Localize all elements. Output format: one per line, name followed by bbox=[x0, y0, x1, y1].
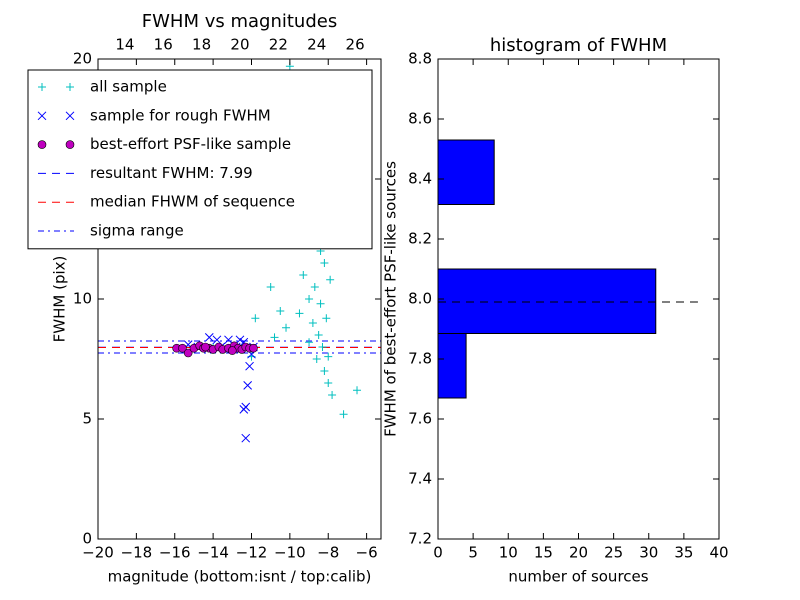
y-tick-label: 7.8 bbox=[408, 350, 432, 368]
y-tick-label: 20 bbox=[73, 50, 92, 68]
point bbox=[312, 355, 321, 363]
point bbox=[224, 335, 233, 345]
point bbox=[318, 343, 327, 351]
legend-label: sample for rough FWHM bbox=[90, 106, 271, 124]
point bbox=[322, 314, 331, 323]
point bbox=[324, 379, 333, 387]
bar bbox=[437, 139, 495, 205]
chart-title: FWHM vs magnitudes bbox=[142, 11, 337, 32]
y-axis-label: FWHM (pix) bbox=[51, 256, 69, 343]
point bbox=[305, 338, 314, 347]
x-tick-label: 20 bbox=[569, 544, 588, 562]
point bbox=[310, 283, 319, 291]
x2-tick-label: 20 bbox=[230, 36, 249, 54]
y-tick-label: 8.0 bbox=[408, 290, 432, 308]
x2-tick-label: 14 bbox=[115, 36, 134, 54]
x-tick-label: 30 bbox=[639, 544, 658, 562]
x-tick-label: 10 bbox=[499, 544, 518, 562]
y-tick-label: 7.2 bbox=[408, 530, 432, 548]
y-tick-label: 8.6 bbox=[408, 110, 432, 128]
point bbox=[212, 335, 222, 345]
x2-tick-label: 18 bbox=[192, 36, 211, 54]
x-tick-label: −10 bbox=[274, 544, 306, 562]
point bbox=[245, 361, 254, 371]
x2-tick-label: 24 bbox=[307, 36, 326, 54]
x-tick-label: −14 bbox=[197, 544, 229, 562]
point bbox=[228, 346, 237, 355]
legend-marker bbox=[37, 111, 47, 121]
point bbox=[204, 333, 214, 342]
point bbox=[249, 343, 258, 353]
point bbox=[320, 367, 329, 375]
point bbox=[305, 295, 314, 303]
bar bbox=[437, 333, 467, 399]
point bbox=[276, 307, 285, 315]
x-tick-label: 0 bbox=[433, 544, 443, 562]
legend-box bbox=[27, 69, 373, 250]
x-tick-label: −8 bbox=[317, 544, 339, 562]
point bbox=[243, 381, 253, 390]
x-tick-label: −6 bbox=[356, 544, 378, 562]
legend-marker bbox=[66, 83, 74, 91]
point bbox=[295, 309, 304, 318]
legend-marker bbox=[37, 140, 47, 149]
legend-label: sigma range bbox=[90, 222, 184, 240]
y-tick-label: 8.2 bbox=[408, 230, 432, 248]
point bbox=[241, 433, 251, 443]
x2-tick-label: 22 bbox=[269, 36, 288, 54]
point bbox=[178, 343, 187, 353]
legend-marker bbox=[65, 111, 75, 121]
x-axis-label: number of sources bbox=[508, 568, 648, 586]
point bbox=[299, 271, 308, 279]
legend-label: best-effort PSF-like sample bbox=[90, 135, 291, 153]
x2-tick-label: 26 bbox=[346, 36, 365, 54]
point bbox=[308, 319, 317, 327]
x-tick-label: −18 bbox=[121, 544, 153, 562]
x-tick-label: 5 bbox=[468, 544, 478, 562]
legend-label: all sample bbox=[90, 78, 167, 96]
x2-tick-label: 16 bbox=[154, 36, 173, 54]
x-tick-label: 35 bbox=[674, 544, 693, 562]
legend-label: median FHWM of sequence bbox=[90, 193, 295, 211]
y-tick-label: 0 bbox=[82, 530, 92, 548]
legend-marker bbox=[65, 140, 75, 149]
y-tick-label: 7.6 bbox=[408, 410, 432, 428]
point bbox=[353, 386, 362, 395]
legend-marker bbox=[38, 83, 46, 91]
y-tick-label: 8.4 bbox=[408, 170, 432, 188]
legend-label: resultant FWHM: 7.99 bbox=[90, 164, 253, 182]
y-tick-label: 8.8 bbox=[408, 50, 432, 68]
point bbox=[326, 275, 335, 284]
point bbox=[339, 410, 348, 419]
point bbox=[183, 348, 193, 358]
x-tick-label: −12 bbox=[236, 544, 268, 562]
point bbox=[251, 314, 260, 323]
point bbox=[201, 342, 210, 352]
point bbox=[270, 333, 279, 342]
y-tick-label: 7.4 bbox=[408, 470, 432, 488]
point bbox=[314, 331, 323, 339]
point bbox=[266, 283, 275, 291]
y-tick-label: 5 bbox=[82, 410, 92, 428]
point bbox=[328, 391, 337, 399]
point bbox=[282, 323, 291, 332]
x-tick-label: 25 bbox=[604, 544, 623, 562]
x-tick-label: −20 bbox=[82, 544, 114, 562]
x-tick-label: 40 bbox=[709, 544, 728, 562]
point bbox=[324, 352, 333, 361]
point bbox=[320, 259, 329, 267]
x-axis-label: magnitude (bottom:isnt / top:calib) bbox=[108, 568, 372, 586]
y-axis-label: FWHM of best-effort PSF-like sources bbox=[382, 161, 400, 437]
x-tick-label: 15 bbox=[534, 544, 553, 562]
bar bbox=[437, 268, 657, 334]
point bbox=[241, 402, 251, 412]
point bbox=[316, 299, 325, 308]
x-tick-label: −16 bbox=[159, 544, 191, 562]
y-tick-label: 10 bbox=[73, 290, 92, 308]
point bbox=[235, 335, 245, 345]
chart-title: histogram of FWHM bbox=[490, 35, 667, 56]
